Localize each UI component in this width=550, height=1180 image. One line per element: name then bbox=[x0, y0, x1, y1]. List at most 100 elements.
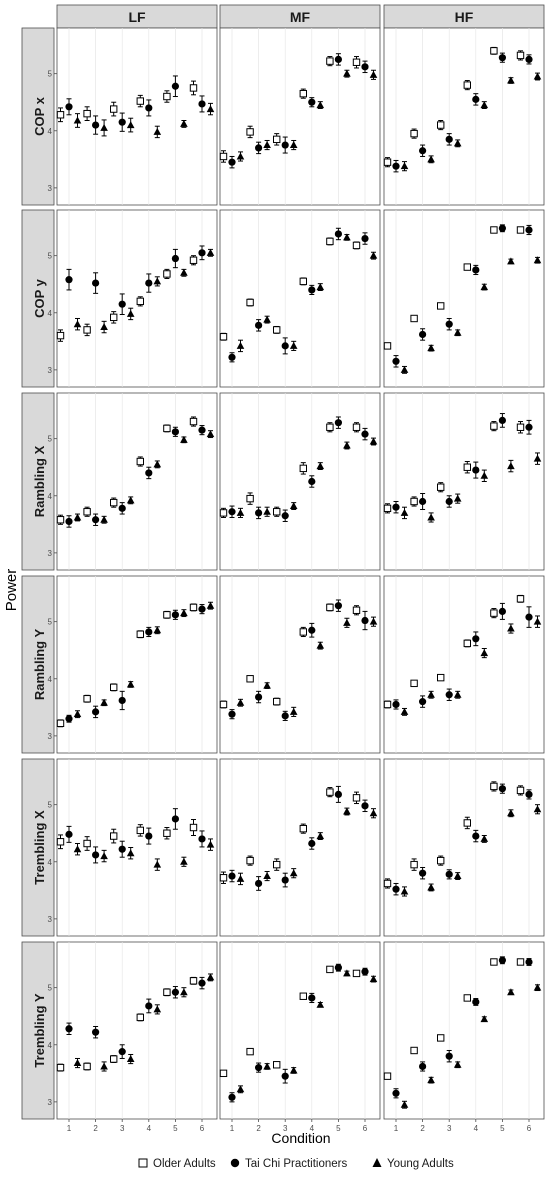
point-young-adults bbox=[369, 437, 378, 445]
point-tai-chi-practitioners bbox=[419, 1062, 427, 1071]
point-young-adults bbox=[533, 454, 542, 462]
point-older-adults bbox=[163, 988, 171, 996]
panel-frame bbox=[219, 27, 381, 206]
y-tick-label: 3 bbox=[48, 915, 53, 924]
point-tai-chi-practitioners bbox=[145, 469, 153, 477]
point-young-adults bbox=[427, 883, 435, 891]
point-young-adults bbox=[73, 513, 82, 521]
point-young-adults bbox=[289, 341, 298, 349]
point-young-adults bbox=[180, 119, 188, 127]
point-young-adults bbox=[100, 323, 108, 331]
point-older-adults bbox=[83, 508, 91, 516]
point-young-adults bbox=[343, 618, 351, 626]
point-tai-chi-practitioners bbox=[361, 968, 369, 976]
point-tai-chi-practitioners bbox=[334, 790, 342, 799]
point-tai-chi-practitioners bbox=[392, 503, 400, 511]
point-young-adults bbox=[400, 1100, 409, 1108]
x-tick-label: 6 bbox=[200, 1124, 205, 1133]
point-tai-chi-practitioners bbox=[525, 613, 533, 621]
point-older-adults bbox=[246, 298, 254, 307]
point-young-adults bbox=[263, 1062, 271, 1070]
column-label: LF bbox=[128, 9, 146, 25]
point-tai-chi-practitioners bbox=[308, 98, 316, 106]
point-young-adults bbox=[126, 849, 135, 857]
panel-rambling-y-lf: 3 4 5 bbox=[48, 575, 218, 754]
point-older-adults bbox=[299, 824, 308, 833]
point-older-adults bbox=[136, 97, 145, 105]
point-young-adults bbox=[263, 872, 271, 880]
x-tick-label: 3 bbox=[447, 1124, 452, 1133]
point-tai-chi-practitioners bbox=[118, 118, 126, 126]
point-young-adults bbox=[480, 283, 489, 291]
point-tai-chi-practitioners bbox=[498, 785, 506, 793]
y-tick-label: 5 bbox=[48, 801, 53, 810]
point-young-adults bbox=[206, 430, 215, 438]
point-older-adults bbox=[163, 92, 171, 101]
point-older-adults bbox=[383, 504, 392, 513]
point-older-adults bbox=[383, 1072, 392, 1080]
point-young-adults bbox=[480, 101, 489, 109]
point-older-adults bbox=[463, 81, 472, 89]
point-older-adults bbox=[189, 823, 198, 832]
y-tick-label: 3 bbox=[48, 732, 53, 741]
point-older-adults bbox=[410, 860, 418, 869]
point-older-adults bbox=[326, 57, 334, 65]
point-older-adults bbox=[352, 58, 361, 66]
point-older-adults bbox=[219, 1069, 228, 1078]
point-older-adults bbox=[352, 969, 361, 978]
panel-frame bbox=[56, 575, 218, 754]
panel-cop-x-mf bbox=[219, 27, 381, 206]
point-tai-chi-practitioners bbox=[198, 979, 206, 987]
point-tai-chi-practitioners bbox=[419, 497, 427, 506]
point-young-adults bbox=[180, 857, 188, 865]
point-tai-chi-practitioners bbox=[171, 428, 179, 436]
point-young-adults bbox=[480, 1015, 489, 1023]
point-young-adults bbox=[180, 609, 188, 617]
point-older-adults bbox=[273, 697, 281, 706]
point-young-adults bbox=[153, 127, 162, 135]
point-tai-chi-practitioners bbox=[198, 605, 206, 613]
x-tick-label: 4 bbox=[310, 1124, 315, 1133]
legend-label: Young Adults bbox=[387, 1158, 454, 1170]
y-tick-label: 5 bbox=[48, 70, 53, 79]
point-older-adults bbox=[189, 84, 198, 92]
point-tai-chi-practitioners bbox=[445, 497, 453, 506]
point-older-adults bbox=[383, 158, 392, 166]
x-tick-label: 1 bbox=[394, 1124, 399, 1133]
point-older-adults bbox=[490, 782, 498, 791]
point-tai-chi-practitioners bbox=[65, 103, 73, 111]
point-young-adults bbox=[400, 162, 409, 170]
point-older-adults bbox=[163, 270, 171, 278]
point-tai-chi-practitioners bbox=[498, 224, 506, 232]
point-older-adults bbox=[326, 788, 334, 796]
point-older-adults bbox=[273, 326, 281, 334]
point-young-adults bbox=[453, 494, 462, 502]
point-older-adults bbox=[246, 1047, 254, 1056]
point-young-adults bbox=[206, 973, 215, 981]
point-young-adults bbox=[316, 283, 325, 291]
point-young-adults bbox=[453, 328, 462, 336]
point-older-adults bbox=[383, 342, 392, 350]
point-young-adults bbox=[73, 710, 82, 718]
legend-label: Tai Chi Practitioners bbox=[245, 1158, 348, 1170]
point-older-adults bbox=[437, 302, 445, 310]
point-young-adults bbox=[206, 601, 215, 609]
point-young-adults bbox=[73, 845, 82, 853]
point-older-adults bbox=[83, 839, 91, 848]
point-tai-chi-practitioners bbox=[255, 879, 263, 888]
point-young-adults bbox=[180, 988, 188, 996]
point-young-adults bbox=[453, 872, 462, 880]
point-tai-chi-practitioners bbox=[445, 1052, 453, 1060]
point-young-adults bbox=[533, 805, 542, 813]
point-tai-chi-practitioners bbox=[281, 512, 289, 520]
point-older-adults bbox=[326, 423, 334, 431]
point-older-adults bbox=[273, 1061, 281, 1069]
point-tai-chi-practitioners bbox=[198, 426, 206, 434]
point-older-adults bbox=[437, 673, 445, 682]
point-older-adults bbox=[326, 603, 334, 612]
point-tai-chi-practitioners bbox=[255, 144, 263, 152]
panel-trembling-x-hf bbox=[383, 758, 545, 937]
x-tick-label: 1 bbox=[230, 1124, 235, 1133]
point-older-adults bbox=[83, 1062, 91, 1071]
point-young-adults bbox=[263, 507, 271, 515]
